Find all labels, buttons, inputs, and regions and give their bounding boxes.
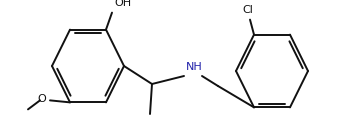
Text: O: O [37, 94, 46, 104]
Text: NH: NH [186, 62, 203, 72]
Text: OH: OH [114, 0, 131, 8]
Text: Cl: Cl [243, 5, 253, 15]
